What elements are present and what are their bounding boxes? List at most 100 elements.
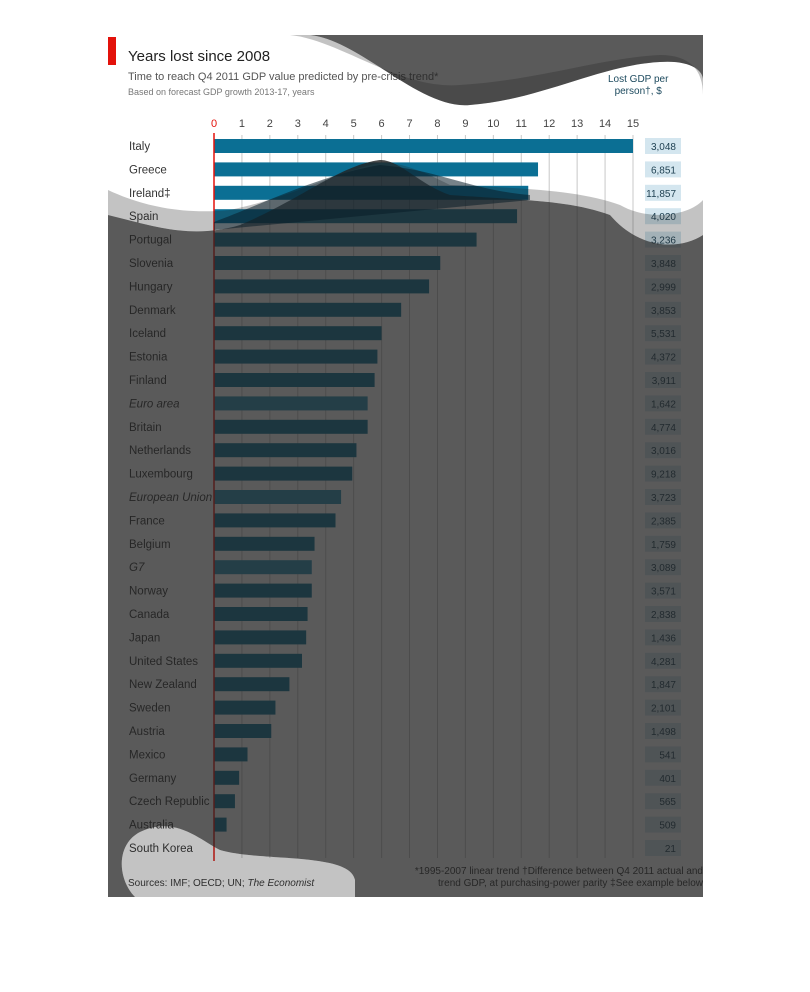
- category-label: Mexico: [129, 749, 165, 761]
- value-label: 1,847: [651, 680, 676, 691]
- footnotes: *1995-2007 linear trend †Difference betw…: [415, 866, 703, 890]
- category-label: Belgium: [129, 539, 171, 551]
- sources-text: Sources: IMF; OECD; UN;: [128, 878, 248, 889]
- x-tick-label: 13: [571, 118, 583, 130]
- footnote-line2: trend GDP, at purchasing-power parity ‡S…: [438, 878, 703, 889]
- x-tick-label: 8: [434, 118, 440, 130]
- value-label: 2,999: [651, 282, 676, 293]
- bar: [214, 232, 477, 247]
- bar: [214, 770, 240, 785]
- x-tick-label: 2: [267, 118, 273, 130]
- bar: [214, 419, 368, 434]
- value-label: 2,101: [651, 704, 676, 715]
- x-tick-label: 6: [379, 118, 385, 130]
- category-label: G7: [129, 562, 145, 574]
- bar: [214, 536, 315, 551]
- bar: [214, 490, 342, 504]
- value-label: 21: [665, 844, 677, 855]
- category-label: European Union: [129, 492, 212, 504]
- value-label: 541: [659, 750, 676, 761]
- bar: [214, 560, 312, 575]
- category-label: Hungary: [129, 281, 173, 293]
- value-label: 3,016: [651, 446, 676, 457]
- category-label: Norway: [129, 586, 168, 598]
- bar: [214, 443, 357, 458]
- category-label: Britain: [129, 422, 162, 434]
- value-label: 9,218: [651, 470, 676, 481]
- bar: [214, 817, 227, 832]
- x-tick-label: 15: [627, 118, 639, 130]
- bar: [214, 302, 402, 317]
- sources-italic: The Economist: [247, 878, 315, 889]
- bar: [214, 700, 276, 715]
- category-label: Portugal: [129, 235, 172, 247]
- category-label: Denmark: [129, 305, 176, 317]
- bar: [214, 607, 308, 621]
- value-label: 1,642: [651, 399, 676, 410]
- x-tick-label: 11: [516, 118, 527, 130]
- category-label: Japan: [129, 632, 160, 644]
- category-label: New Zealand: [129, 679, 197, 691]
- bar: [214, 139, 633, 153]
- category-label: Greece: [129, 164, 167, 176]
- category-label: Iceland: [129, 328, 166, 340]
- value-label: 3,853: [651, 306, 676, 317]
- x-tick-label: 4: [323, 118, 329, 130]
- value-label: 509: [659, 821, 676, 832]
- category-label: Germany: [129, 773, 177, 785]
- x-tick-label: 10: [487, 118, 499, 130]
- value-label: 3,911: [652, 376, 677, 387]
- bar: [214, 724, 272, 738]
- bar: [214, 653, 302, 668]
- category-label: Estonia: [129, 352, 168, 364]
- bar: [214, 513, 336, 528]
- bar: [214, 630, 307, 645]
- x-tick-label: 14: [599, 118, 611, 130]
- bar: [214, 373, 375, 387]
- value-label: 3,236: [651, 236, 676, 247]
- category-label: Finland: [129, 375, 167, 387]
- value-label: 4,372: [651, 353, 676, 364]
- category-label: South Korea: [129, 843, 194, 855]
- category-label: Slovenia: [129, 258, 174, 270]
- x-tick-label: 1: [239, 118, 245, 130]
- value-label: 4,281: [651, 657, 676, 668]
- x-tick-label: 9: [462, 118, 468, 130]
- category-label: Austria: [129, 726, 165, 738]
- x-tick-label: 0: [211, 118, 217, 130]
- bar: [214, 279, 430, 294]
- value-label: 1,759: [651, 540, 676, 551]
- category-label: Sweden: [129, 703, 171, 715]
- value-label: 6,851: [651, 165, 676, 176]
- category-label: Spain: [129, 211, 158, 223]
- category-label: United States: [129, 656, 198, 668]
- bar: [214, 185, 529, 200]
- bar: [214, 209, 518, 224]
- category-label: France: [129, 515, 165, 527]
- category-label: Euro area: [129, 398, 180, 410]
- category-label: Czech Republic: [129, 796, 210, 808]
- sources-note: Sources: IMF; OECD; UN; The Economist: [128, 878, 314, 889]
- category-label: Canada: [129, 609, 170, 621]
- category-label: Australia: [129, 820, 174, 832]
- bar: [214, 747, 248, 762]
- value-label: 1,498: [651, 727, 676, 738]
- value-label: 3,723: [651, 493, 676, 504]
- bar: [214, 396, 368, 411]
- category-label: Luxembourg: [129, 469, 193, 481]
- bar: [214, 256, 441, 270]
- value-label: 3,848: [651, 259, 676, 270]
- bar: [214, 794, 235, 809]
- value-label: 1,436: [651, 633, 676, 644]
- value-label: 4,774: [651, 423, 676, 434]
- x-tick-label: 7: [406, 118, 412, 130]
- bar: [214, 583, 312, 598]
- category-label: Italy: [129, 141, 150, 153]
- value-label: 2,838: [651, 610, 676, 621]
- value-label: 11,857: [646, 189, 676, 200]
- x-tick-label: 3: [295, 118, 301, 130]
- x-tick-label: 5: [351, 118, 357, 130]
- bar: [214, 162, 539, 177]
